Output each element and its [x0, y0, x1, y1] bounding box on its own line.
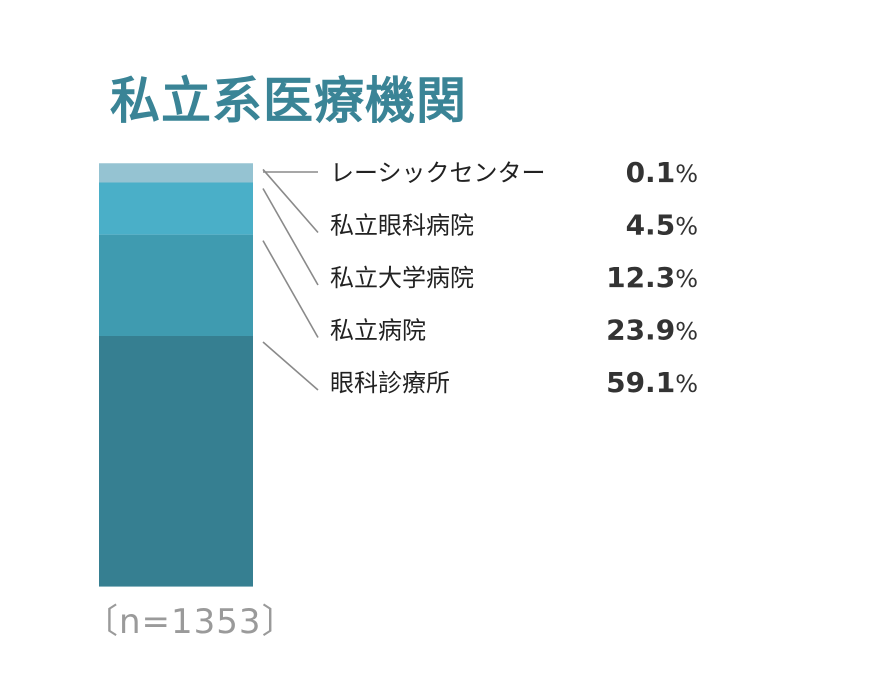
percentage-value: 0.1 [626, 156, 676, 189]
percentage-label-4: 23.9% [606, 314, 698, 347]
bar-segment-3 [99, 182, 253, 235]
leader-line-4 [262, 240, 319, 338]
percentage-unit: % [675, 265, 698, 293]
percentage-value: 23.9 [606, 314, 675, 347]
category-label-2: 私立眼科病院 [330, 212, 474, 240]
sample-size-label: 〔n=1353〕 [84, 602, 297, 642]
percentage-value: 12.3 [606, 261, 675, 294]
bar-segment-2 [99, 163, 253, 183]
leader-line-2 [262, 168, 319, 234]
leader-line-3 [262, 188, 319, 286]
percentage-value: 59.1 [606, 366, 675, 399]
percentage-labels: 0.1%4.5%12.3%23.9%59.1% [606, 156, 698, 399]
percentage-label-2: 4.5% [626, 209, 698, 242]
category-label-3: 私立大学病院 [330, 264, 474, 292]
chart-title: 私立系医療機関 [110, 72, 467, 130]
bar-segment-4 [99, 234, 253, 336]
percentage-unit: % [675, 318, 698, 346]
percentage-unit: % [675, 160, 698, 188]
percentage-label-5: 59.1% [606, 366, 698, 399]
leader-lines [262, 168, 319, 391]
category-label-1: レーシックセンター [330, 159, 546, 187]
bar-segments [99, 163, 253, 587]
category-label-5: 眼科診療所 [330, 369, 450, 397]
leader-line-5 [262, 341, 319, 391]
percentage-unit: % [675, 370, 698, 398]
percentage-label-1: 0.1% [626, 156, 698, 189]
percentage-label-3: 12.3% [606, 261, 698, 294]
percentage-unit: % [675, 213, 698, 241]
category-label-4: 私立病院 [330, 317, 426, 345]
percentage-value: 4.5 [626, 209, 676, 242]
bar-segment-5 [99, 335, 253, 587]
